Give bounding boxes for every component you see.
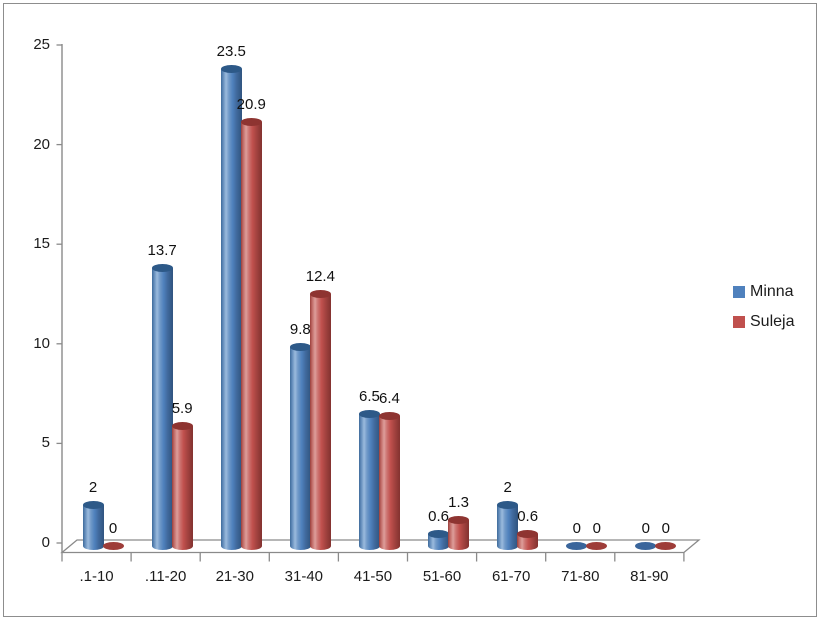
bar-minna-81-90[interactable] bbox=[635, 542, 657, 550]
data-label-suleja-61-70: 0.6 bbox=[517, 507, 539, 525]
bar-suleja-71-80[interactable] bbox=[586, 542, 608, 550]
y-axis-label-25: 25 bbox=[33, 36, 50, 53]
bar-minna-71-80[interactable] bbox=[566, 542, 588, 550]
legend-label-suleja: Suleja bbox=[750, 313, 795, 330]
y-axis-label-5: 5 bbox=[41, 434, 50, 452]
bar-minna-21-30[interactable] bbox=[220, 64, 242, 550]
legend: Minna Suleja bbox=[733, 283, 794, 343]
bar-suleja-51-60[interactable] bbox=[448, 515, 470, 550]
y-axis-label-0: 0 bbox=[41, 534, 50, 551]
data-label-suleja-71-80: 0 bbox=[592, 520, 601, 537]
bar-suleja-81-90[interactable] bbox=[655, 542, 677, 550]
data-label-suleja-.1-10: 0 bbox=[108, 520, 118, 537]
x-axis-label-31-40: 31-40 bbox=[284, 568, 324, 585]
data-label-minna-.1-10: 2 bbox=[88, 479, 98, 497]
data-label-suleja-51-60: 1.3 bbox=[448, 493, 469, 511]
bar-suleja-31-40[interactable] bbox=[309, 290, 331, 550]
bar-minna-51-60[interactable] bbox=[428, 529, 450, 550]
data-label-suleja-.11-20: 5.9 bbox=[171, 400, 193, 418]
data-label-minna-61-70: 2 bbox=[503, 479, 512, 497]
legend-item-minna[interactable]: Minna bbox=[733, 283, 794, 301]
data-label-suleja-41-50: 6.4 bbox=[379, 390, 400, 408]
x-axis-label-61-70: 61-70 bbox=[491, 568, 531, 585]
data-label-minna-51-60: 0.6 bbox=[428, 507, 449, 525]
legend-label-minna: Minna bbox=[750, 283, 794, 300]
bar-suleja-.11-20[interactable] bbox=[171, 422, 193, 550]
x-axis-label-81-90: 81-90 bbox=[630, 568, 669, 585]
x-axis-label-51-60: 51-60 bbox=[422, 568, 462, 585]
data-label-suleja-21-30: 20.9 bbox=[236, 95, 266, 113]
data-label-suleja-81-90: 0 bbox=[661, 520, 671, 537]
data-label-minna-31-40: 9.8 bbox=[289, 321, 311, 339]
y-axis-label-20: 20 bbox=[33, 135, 50, 153]
bar-minna-.11-20[interactable] bbox=[151, 263, 173, 550]
bar-suleja-21-30[interactable] bbox=[240, 117, 262, 550]
x-axis-label-21-30: 21-30 bbox=[215, 568, 254, 585]
legend-swatch-minna bbox=[733, 286, 745, 298]
y-axis-label-10: 10 bbox=[33, 334, 50, 352]
bar-minna-61-70[interactable] bbox=[497, 501, 519, 550]
data-label-suleja-31-40: 12.4 bbox=[305, 268, 335, 286]
bar-minna-31-40[interactable] bbox=[289, 343, 311, 550]
legend-item-suleja[interactable]: Suleja bbox=[733, 313, 794, 331]
y-axis-label-15: 15 bbox=[33, 235, 50, 253]
data-label-minna-21-30: 23.5 bbox=[216, 42, 246, 60]
bar-minna-.1-10[interactable] bbox=[82, 501, 104, 550]
x-axis-label-.1-10: .1-10 bbox=[79, 568, 114, 585]
bar-suleja-.1-10[interactable] bbox=[102, 542, 124, 550]
x-axis-label-41-50: 41-50 bbox=[353, 568, 393, 585]
bar-suleja-61-70[interactable] bbox=[517, 529, 539, 550]
bar-suleja-41-50[interactable] bbox=[378, 412, 400, 550]
bar-minna-41-50[interactable] bbox=[358, 410, 380, 550]
data-label-minna-41-50: 6.5 bbox=[359, 388, 380, 406]
x-axis-label-.11-20: .11-20 bbox=[144, 568, 187, 585]
x-axis-label-71-80: 71-80 bbox=[561, 568, 600, 585]
legend-swatch-suleja bbox=[733, 316, 745, 328]
data-label-minna-81-90: 0 bbox=[641, 520, 651, 537]
data-label-minna-.11-20: 13.7 bbox=[147, 241, 177, 259]
data-label-minna-71-80: 0 bbox=[572, 520, 581, 537]
